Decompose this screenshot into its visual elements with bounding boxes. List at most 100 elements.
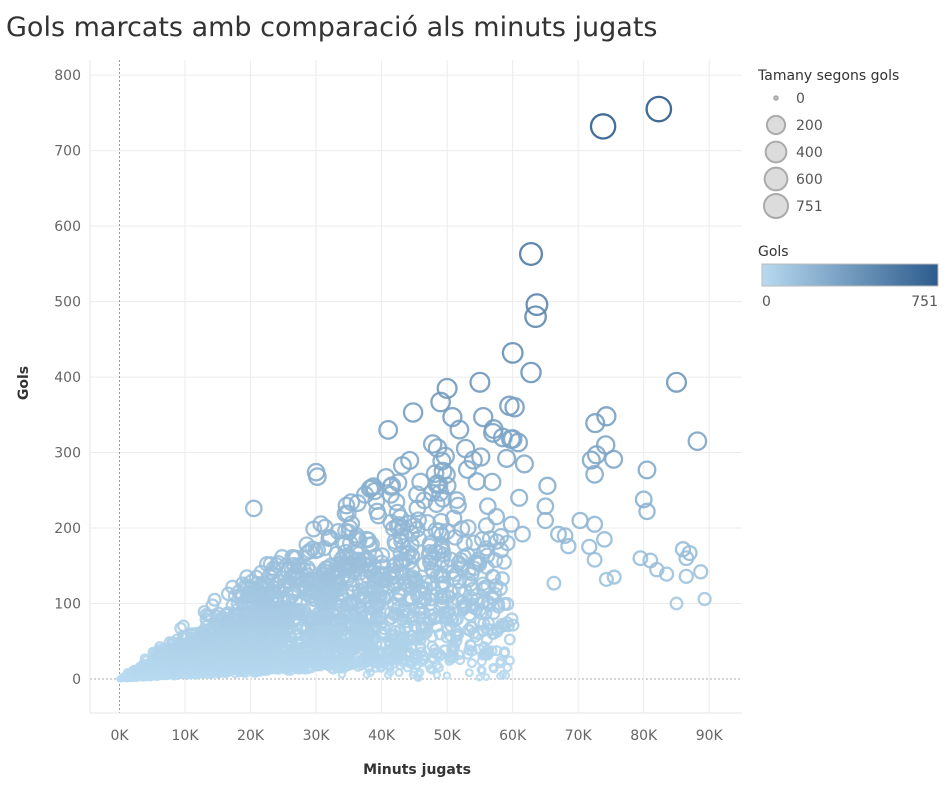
data-point [154, 641, 166, 653]
data-point [687, 431, 708, 452]
data-point [595, 435, 616, 455]
size-legend-title: Tamany segons gols [757, 68, 899, 84]
data-point [524, 305, 547, 329]
x-tick-label: 30K [303, 728, 331, 744]
x-tick-label: 80K [630, 728, 658, 744]
data-point [514, 454, 534, 474]
data-point [388, 503, 407, 522]
data-point [518, 241, 544, 267]
data-point [139, 653, 151, 664]
data-point [364, 477, 383, 496]
size-legend: Tamany segons gols 0 200 400 600 751 [757, 68, 899, 219]
data-point [274, 549, 291, 565]
data-point [482, 673, 491, 682]
data-point [436, 377, 458, 399]
data-point [479, 547, 496, 564]
data-point [207, 592, 222, 607]
data-point [499, 395, 520, 417]
data-point [432, 451, 452, 471]
data-point [467, 472, 487, 491]
data-point [244, 499, 263, 518]
data-point [596, 531, 613, 548]
data-point [477, 517, 495, 535]
data-point [665, 371, 688, 393]
data-point [432, 670, 442, 680]
data-point [502, 515, 520, 533]
data-point [402, 402, 424, 423]
data-point [339, 504, 357, 522]
data-point [239, 569, 255, 585]
data-point [632, 550, 649, 567]
size-legend-marker [763, 193, 789, 219]
data-point [464, 668, 474, 678]
data-point [499, 534, 516, 552]
data-point [634, 490, 653, 509]
data-point [496, 554, 512, 570]
data-point [409, 511, 427, 529]
y-axis-title: Gols [16, 366, 32, 400]
data-point [337, 543, 354, 560]
data-point [227, 588, 243, 603]
data-point [538, 476, 557, 495]
data-point [463, 450, 483, 470]
size-legend-marker [773, 95, 779, 101]
data-point [556, 527, 574, 544]
color-legend: Gols 0 751 [758, 244, 939, 310]
y-tick-label: 500 [54, 295, 81, 311]
data-point [586, 551, 603, 568]
data-point [536, 497, 555, 516]
data-point [492, 427, 513, 448]
y-tick-label: 700 [54, 144, 81, 160]
size-legend-label: 200 [796, 118, 823, 134]
data-point [475, 673, 484, 682]
data-point [525, 293, 549, 317]
data-point [400, 450, 420, 470]
data-point [514, 525, 531, 543]
data-point [606, 569, 622, 585]
data-point [176, 619, 190, 633]
data-point [374, 547, 391, 564]
data-point [546, 575, 562, 591]
data-point [190, 626, 203, 640]
data-point [678, 568, 694, 585]
data-point [312, 515, 330, 533]
data-point [418, 513, 437, 532]
data-point [669, 596, 684, 611]
data-point [432, 512, 450, 531]
data-point [422, 434, 443, 454]
data-point [259, 556, 275, 572]
data-point [298, 536, 315, 553]
data-point [536, 511, 555, 530]
data-point [337, 496, 356, 515]
axes: 0 100 200 300 400 500 600 700 800 0K 10K 20K 30K 40K 5… [54, 60, 742, 744]
x-tick-label: 40K [368, 728, 396, 744]
data-point [478, 497, 497, 516]
data-point [319, 559, 336, 576]
data-point [589, 113, 617, 140]
data-point [498, 669, 507, 679]
data-point [443, 584, 459, 600]
data-point [598, 571, 614, 587]
data-point [427, 438, 448, 458]
data-point [400, 514, 418, 532]
data-point [430, 391, 451, 413]
y-tick-label: 800 [54, 68, 81, 84]
data-point [505, 612, 519, 626]
color-legend-ramp [761, 263, 939, 287]
data-point [487, 507, 506, 526]
data-point [494, 571, 510, 587]
data-point [693, 564, 709, 580]
data-point [502, 429, 523, 449]
data-point [453, 520, 471, 538]
data-point [284, 549, 301, 565]
data-point [466, 658, 477, 669]
data-point [571, 511, 589, 530]
data-point [488, 533, 506, 550]
data-point [495, 655, 506, 667]
data-point [581, 538, 598, 556]
data-point [442, 671, 452, 680]
y-tick-label: 0 [72, 672, 81, 688]
size-legend-label: 400 [796, 145, 823, 161]
data-point [415, 619, 429, 633]
